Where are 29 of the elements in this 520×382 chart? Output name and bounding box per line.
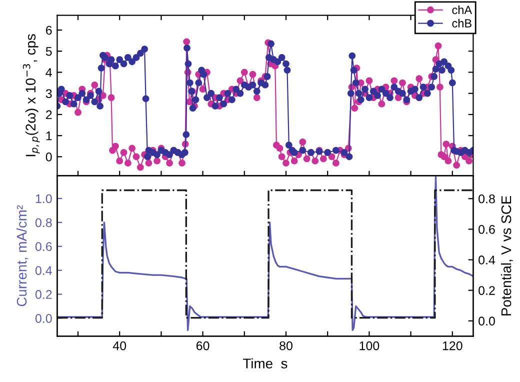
y2-axis-title: Potential, V vs SCE bbox=[500, 196, 513, 316]
x-tick-label: 80 bbox=[280, 341, 292, 350]
legend-label: chB bbox=[452, 18, 472, 28]
y-tick-label: 0.0 bbox=[35, 314, 52, 323]
y2-tick-label: 0.4 bbox=[478, 256, 496, 264]
x-tick-label: 60 bbox=[196, 341, 210, 350]
y-axis-title: Current, mA/cm² bbox=[16, 205, 28, 306]
x-axis-title: Time s bbox=[243, 358, 288, 368]
y-tick-label: 3 bbox=[46, 89, 52, 98]
y-tick-label: 0.6 bbox=[35, 242, 52, 252]
y-tick-label: 0 bbox=[46, 152, 52, 162]
y-tick-label: 1.0 bbox=[36, 194, 52, 204]
y-tick-label: 0.4 bbox=[35, 266, 52, 275]
y2-tick-label: 0.8 bbox=[478, 194, 495, 204]
y-tick-label: 1 bbox=[46, 132, 52, 140]
y2-tick-label: 0.0 bbox=[478, 316, 495, 326]
y2-tick-label: 0.6 bbox=[478, 225, 495, 234]
x-tick-label: 40 bbox=[112, 341, 126, 350]
y-tick-label: 0.8 bbox=[35, 218, 52, 228]
y-tick-label: 2 bbox=[46, 110, 52, 120]
x-tick-label: 100 bbox=[360, 341, 380, 350]
y-tick-label: 0.2 bbox=[35, 290, 52, 299]
y-tick-label: 4 bbox=[46, 68, 52, 77]
y2-tick-label: 0.2 bbox=[478, 286, 495, 295]
y-tick-label: 6 bbox=[46, 26, 52, 35]
legend-label: chA bbox=[452, 5, 472, 14]
y-tick-label: 5 bbox=[46, 47, 52, 56]
y-axis-title: I$_{p,p}$(2ω) x 10$^{−3}$, cps bbox=[22, 34, 40, 156]
x-tick-label: 120 bbox=[442, 341, 462, 350]
